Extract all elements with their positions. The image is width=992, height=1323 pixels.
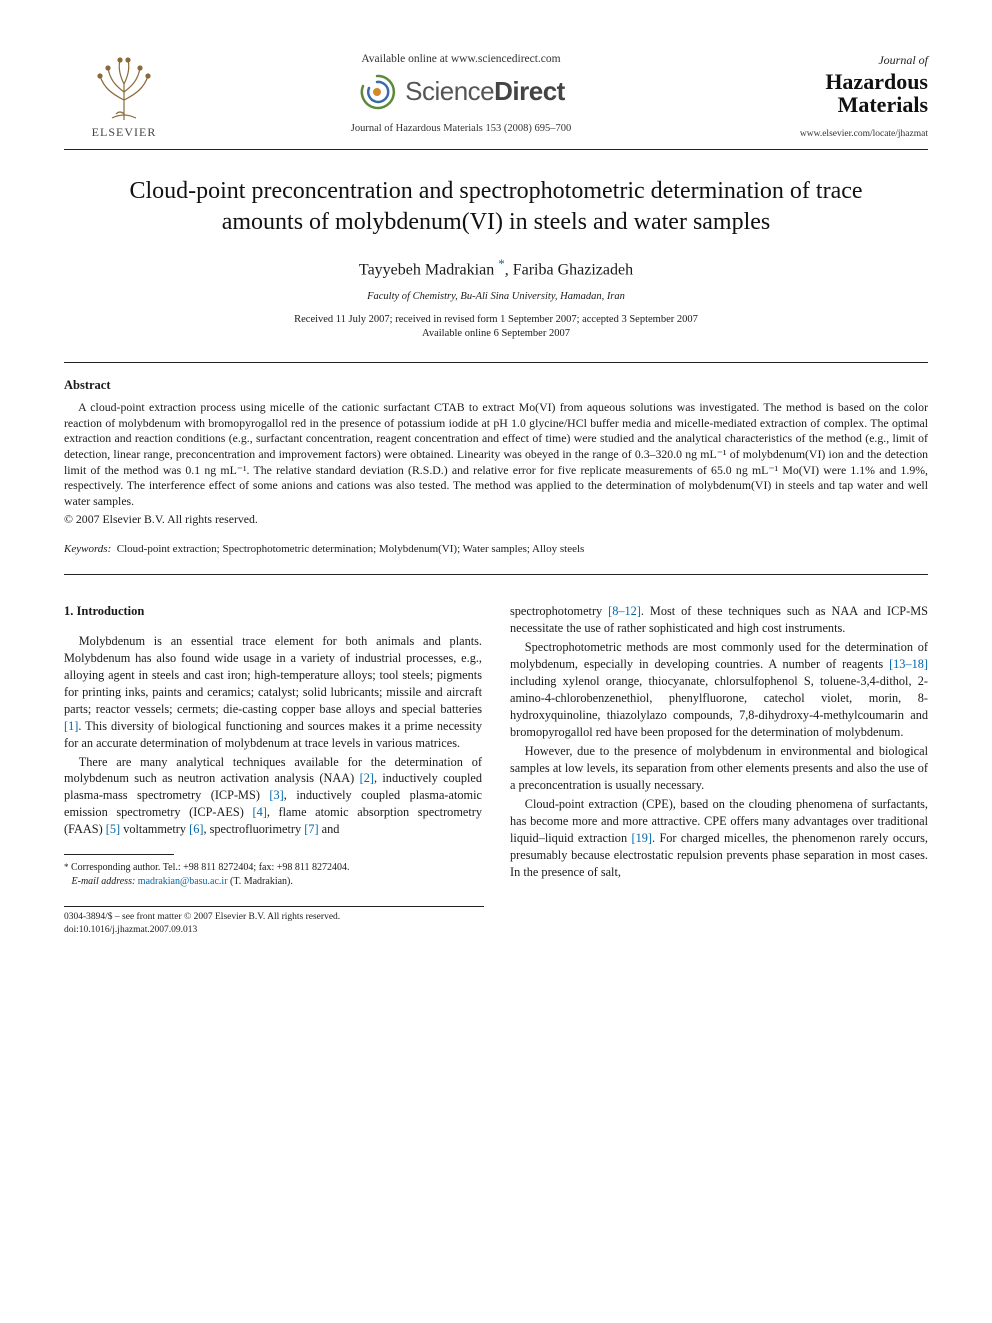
page-header: ELSEVIER Available online at www.science… — [64, 48, 928, 141]
center-header: Available online at www.sciencedirect.co… — [204, 48, 718, 136]
paragraph: Cloud-point extraction (CPE), based on t… — [510, 796, 928, 881]
citation-link[interactable]: [13–18] — [889, 657, 928, 671]
author-2: Fariba Ghazizadeh — [513, 261, 633, 278]
citation-link[interactable]: [5] — [106, 822, 120, 836]
email-link[interactable]: madrakian@basu.ac.ir — [138, 876, 228, 887]
available-line: Available online 6 September 2007 — [64, 327, 928, 342]
keywords: Keywords: Cloud-point extraction; Spectr… — [64, 542, 928, 557]
sciencedirect-swirl-icon — [357, 72, 397, 112]
divider-rule — [64, 149, 928, 150]
citation-link[interactable]: [1] — [64, 719, 78, 733]
paragraph: There are many analytical techniques ava… — [64, 754, 482, 839]
body-columns: 1. Introduction Molybdenum is an essenti… — [64, 603, 928, 888]
affiliation: Faculty of Chemistry, Bu-Ali Sina Univer… — [64, 290, 928, 304]
citation-link[interactable]: [2] — [360, 771, 374, 785]
elsevier-tree-icon — [90, 54, 158, 122]
sciencedirect-logo: ScienceDirect — [357, 72, 565, 112]
journal-reference: Journal of Hazardous Materials 153 (2008… — [204, 122, 718, 136]
corresponding-author-mark[interactable]: * — [498, 256, 505, 271]
article-title: Cloud-point preconcentration and spectro… — [104, 176, 888, 238]
article-dates: Received 11 July 2007; received in revis… — [64, 313, 928, 342]
keywords-list: Cloud-point extraction; Spectrophotometr… — [117, 543, 585, 555]
publisher-logo: ELSEVIER — [64, 48, 184, 140]
author-list: Tayyebeh Madrakian *, Fariba Ghazizadeh — [64, 255, 928, 281]
journal-cover-block: Journal of HazardousMaterials www.elsevi… — [738, 48, 928, 141]
divider-rule — [64, 574, 928, 575]
column-left: 1. Introduction Molybdenum is an essenti… — [64, 603, 482, 888]
citation-link[interactable]: [8–12] — [608, 604, 641, 618]
citation-link[interactable]: [7] — [304, 822, 318, 836]
available-online-text: Available online at www.sciencedirect.co… — [204, 52, 718, 68]
paragraph: Spectrophotometric methods are most comm… — [510, 639, 928, 741]
journal-title: HazardousMaterials — [738, 70, 928, 116]
paragraph: Molybdenum is an essential trace element… — [64, 633, 482, 752]
sciencedirect-wordmark: ScienceDirect — [405, 74, 565, 109]
received-line: Received 11 July 2007; received in revis… — [64, 313, 928, 328]
corresponding-author-footnote: * Corresponding author. Tel.: +98 811 82… — [64, 861, 482, 888]
paragraph: However, due to the presence of molybden… — [510, 743, 928, 794]
publisher-name: ELSEVIER — [92, 124, 157, 140]
issn-copyright-line: 0304-3894/$ – see front matter © 2007 El… — [64, 911, 928, 923]
citation-link[interactable]: [19] — [631, 831, 652, 845]
abstract-body: A cloud-point extraction process using m… — [64, 400, 928, 510]
journal-label: Journal of — [738, 52, 928, 68]
divider-rule — [64, 362, 928, 363]
footer-rule — [64, 906, 484, 907]
abstract-heading: Abstract — [64, 377, 928, 394]
abstract-copyright: © 2007 Elsevier B.V. All rights reserved… — [64, 512, 928, 528]
citation-link[interactable]: [6] — [189, 822, 203, 836]
paragraph: spectrophotometry [8–12]. Most of these … — [510, 603, 928, 637]
keywords-label: Keywords: — [64, 543, 111, 555]
author-1: Tayyebeh Madrakian — [359, 261, 494, 278]
citation-link[interactable]: [3] — [269, 788, 283, 802]
citation-link[interactable]: [4] — [252, 805, 266, 819]
column-right: spectrophotometry [8–12]. Most of these … — [510, 603, 928, 888]
journal-url: www.elsevier.com/locate/jhazmat — [738, 128, 928, 141]
footnote-rule — [64, 854, 174, 855]
section-heading-introduction: 1. Introduction — [64, 603, 482, 620]
doi-line: doi:10.1016/j.jhazmat.2007.09.013 — [64, 924, 928, 937]
